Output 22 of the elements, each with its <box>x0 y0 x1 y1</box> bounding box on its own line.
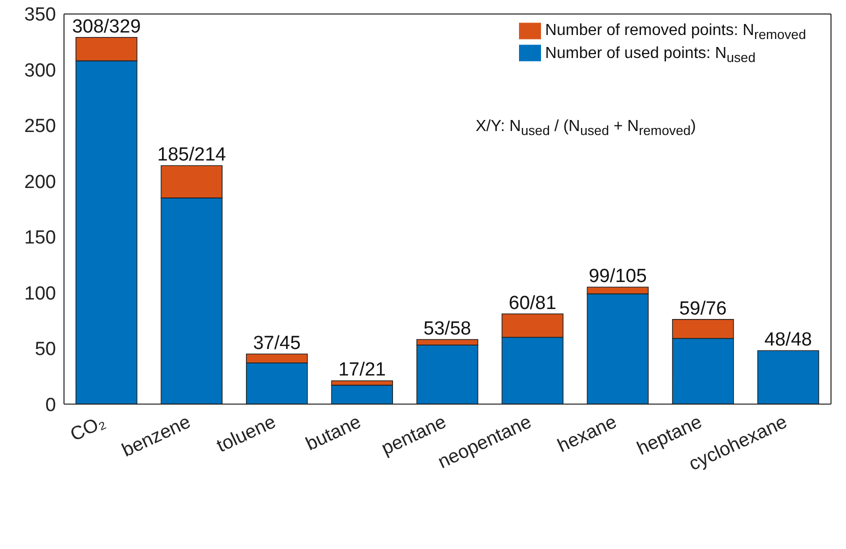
y-tick-label: 150 <box>24 228 56 249</box>
total-label: 60/81 <box>508 292 556 314</box>
y-tick-label: 200 <box>24 172 56 193</box>
y-tick-label: 300 <box>24 60 56 82</box>
annotation: X/Y: N$_{used}$ / (N$_{used}$ + N$_{removed}$) <box>476 118 696 138</box>
legend-label: Number of used points: N$_{used}$ <box>545 44 756 65</box>
total-label: 99/105 <box>588 266 647 288</box>
y-tick-label: 50 <box>34 339 56 360</box>
total-label: 17/21 <box>338 360 386 381</box>
x-tick-label: CO₂ <box>67 412 109 446</box>
total-label: 308/329 <box>72 16 141 38</box>
y-tick-label: 350 <box>24 4 56 26</box>
total-label: 48/48 <box>764 330 812 351</box>
legend-label: Number of removed points: N$_{removed}$ <box>545 22 806 42</box>
total-label: 53/58 <box>424 318 472 340</box>
total-label: 185/214 <box>157 144 226 166</box>
y-tick-label: 250 <box>24 116 56 138</box>
total-label: 37/45 <box>253 332 301 354</box>
y-tick-label: 0 <box>45 394 56 416</box>
total-label: 59/76 <box>679 298 727 320</box>
x-tick-label: butane <box>302 412 364 456</box>
y-tick-label: 100 <box>24 283 56 304</box>
